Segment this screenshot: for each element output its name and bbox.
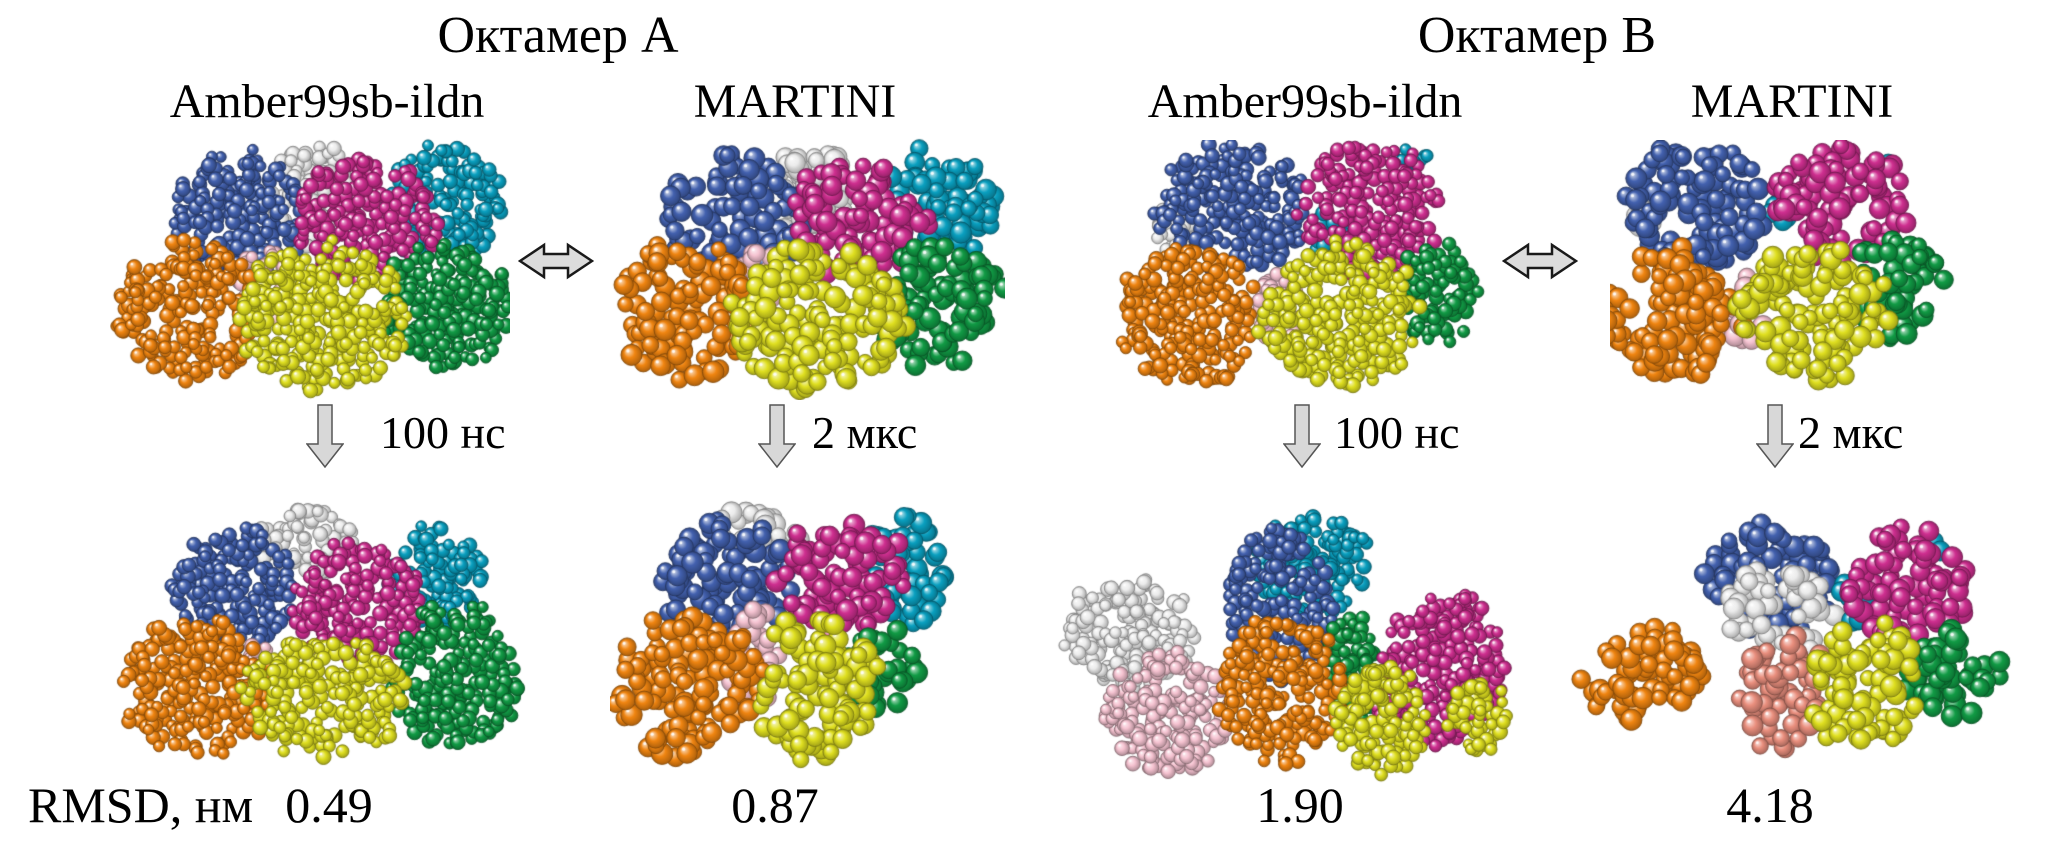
octamer-a-amber-label: Amber99sb-ildn bbox=[169, 75, 485, 128]
double-arrow-icon bbox=[518, 242, 594, 280]
rmsd-value-a-martini: 0.87 bbox=[731, 777, 819, 833]
rmsd-value-b-martini: 4.18 bbox=[1726, 777, 1814, 833]
molecule-panel-octamer-a-martini-final bbox=[610, 490, 1010, 782]
octamer-a-martini-time: 2 мкс bbox=[812, 407, 918, 458]
molecule-panel-octamer-b-amber-initial bbox=[1090, 140, 1510, 402]
molecule-panel-octamer-b-martini-initial bbox=[1610, 140, 2050, 402]
rmsd-value-a-amber: 0.49 bbox=[285, 777, 373, 833]
rmsd-row-label: RMSD, нм bbox=[28, 777, 254, 833]
octamer-b-martini-label: MARTINI bbox=[1690, 75, 1894, 128]
octamer-b-martini-time: 2 мкс bbox=[1798, 407, 1904, 458]
octamer-b-amber-label: Amber99sb-ildn bbox=[1147, 75, 1463, 128]
molecule-panel-octamer-b-amber-final bbox=[1020, 500, 1560, 790]
octamer-b-title: Октамер В bbox=[1417, 7, 1657, 64]
down-arrow-icon bbox=[1756, 404, 1794, 468]
octamer-a-title: Октамер А bbox=[437, 7, 679, 64]
octamer-a-amber-time: 100 нс bbox=[380, 407, 506, 458]
molecule-panel-octamer-a-martini-initial bbox=[605, 138, 1005, 400]
molecule-panel-octamer-a-amber-initial bbox=[110, 138, 510, 400]
rmsd-value-b-amber: 1.90 bbox=[1256, 777, 1344, 833]
octamer-b-amber-time: 100 нс bbox=[1334, 407, 1460, 458]
octamer-a-martini-label: MARTINI bbox=[693, 75, 897, 128]
down-arrow-icon bbox=[306, 404, 344, 468]
double-arrow-icon bbox=[1502, 242, 1578, 280]
down-arrow-icon bbox=[758, 404, 796, 468]
down-arrow-icon bbox=[1283, 404, 1321, 468]
molecule-panel-octamer-a-amber-final bbox=[100, 490, 530, 782]
molecule-panel-octamer-b-martini-final bbox=[1570, 490, 2030, 782]
